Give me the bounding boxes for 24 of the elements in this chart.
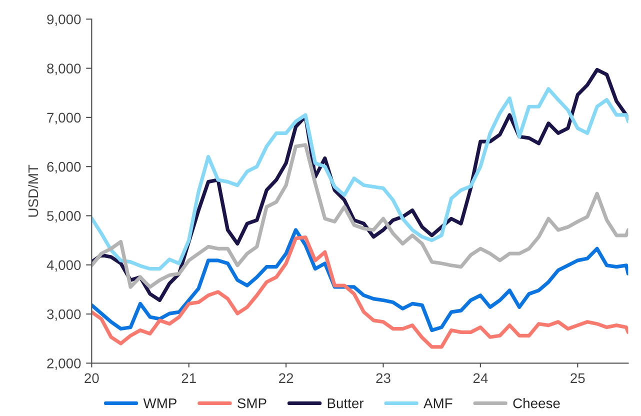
legend-label: AMF <box>424 398 452 408</box>
y-tick-label: 2,000 <box>47 358 81 370</box>
line-series <box>92 228 628 332</box>
line-series <box>92 143 628 289</box>
y-tick-label: 8,000 <box>47 64 81 76</box>
x-tick-label: 22 <box>279 373 294 383</box>
x-tick-label: 23 <box>376 373 390 384</box>
y-tick-label: 7,000 <box>47 112 81 124</box>
legend-label: Cheese <box>513 398 560 408</box>
x-tick-label: 20 <box>84 373 99 384</box>
line-series <box>92 236 628 349</box>
y-tick-label: 6,000 <box>47 162 81 174</box>
y-axis-title: USD/MT <box>28 164 38 217</box>
legend-label: WMP <box>143 398 176 408</box>
x-tick-label: 24 <box>473 373 488 383</box>
line-series <box>92 87 628 271</box>
y-tick-label: 3,000 <box>47 309 81 321</box>
y-tick-label: 5,000 <box>47 211 81 223</box>
y-tick-label: 9,000 <box>47 14 81 26</box>
x-tick-label: 21 <box>182 373 196 383</box>
legend-label: Butter <box>328 398 364 408</box>
x-tick-label: 25 <box>570 373 585 384</box>
legend-label: SMP <box>238 398 266 408</box>
y-tick-label: 4,000 <box>46 260 81 272</box>
